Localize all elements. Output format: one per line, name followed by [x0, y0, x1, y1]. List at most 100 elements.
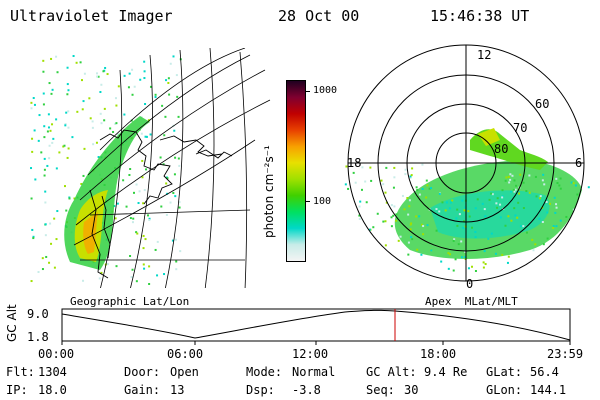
noise-speck [167, 81, 170, 84]
noise-speck [68, 197, 71, 200]
noise-speck [131, 268, 134, 271]
noise-speck [358, 214, 361, 217]
noise-speck [409, 223, 412, 226]
geo-coastlines [89, 129, 233, 279]
noise-speck [407, 241, 410, 244]
date-label: 28 Oct 00 [278, 7, 360, 25]
noise-speck [421, 163, 424, 166]
noise-speck [161, 104, 164, 107]
noise-speck [103, 119, 106, 122]
dsp-value: -3.8 [292, 383, 321, 397]
noise-speck [418, 215, 421, 218]
noise-speck [501, 253, 504, 256]
noise-speck [449, 201, 452, 204]
noise-speck [123, 113, 126, 116]
noise-speck [399, 235, 402, 238]
noise-speck [82, 279, 85, 282]
noise-speck [505, 176, 508, 179]
noise-speck [416, 189, 419, 192]
noise-speck [506, 261, 509, 264]
noise-speck [174, 195, 177, 198]
noise-speck [522, 225, 525, 228]
noise-speck [487, 237, 490, 240]
noise-speck [142, 202, 145, 205]
noise-speck [481, 202, 484, 205]
timeline-y-label: GC Alt [5, 304, 19, 342]
noise-speck [514, 214, 517, 217]
noise-speck [365, 201, 368, 204]
noise-speck [483, 208, 486, 211]
noise-speck [165, 79, 168, 82]
noise-speck [509, 190, 512, 193]
noise-speck [80, 79, 83, 82]
noise-speck [514, 188, 517, 191]
noise-speck [115, 122, 118, 125]
noise-speck [30, 280, 33, 283]
noise-speck [109, 127, 112, 130]
noise-speck [137, 202, 140, 205]
noise-speck [410, 174, 413, 177]
noise-speck [462, 226, 465, 229]
noise-speck [370, 179, 373, 182]
noise-speck [519, 173, 522, 176]
timeline-xtick-2359: 23:59 [547, 347, 584, 361]
noise-speck [509, 178, 512, 181]
noise-speck [411, 167, 414, 170]
gain-label: Gain: [124, 383, 161, 397]
noise-speck [496, 197, 499, 200]
noise-speck [393, 205, 396, 208]
noise-speck [488, 198, 491, 201]
noise-speck [494, 252, 497, 255]
glat-value: 56.4 [530, 365, 559, 379]
noise-speck [44, 223, 47, 226]
noise-speck [347, 187, 350, 190]
noise-speck [392, 186, 395, 189]
polar-label-60: 60 [535, 97, 550, 111]
noise-speck [103, 107, 106, 110]
noise-speck [147, 119, 150, 122]
noise-speck [100, 122, 103, 125]
noise-speck [98, 277, 101, 280]
noise-speck [458, 213, 461, 216]
noise-speck [448, 207, 451, 210]
noise-speck [554, 211, 557, 214]
noise-speck [133, 85, 136, 88]
noise-speck [408, 199, 411, 202]
time-label: 15:46:38 UT [430, 7, 530, 25]
noise-speck [142, 247, 145, 250]
noise-speck [474, 270, 477, 273]
noise-speck [149, 85, 152, 88]
noise-speck [138, 190, 141, 193]
noise-speck [51, 141, 54, 144]
noise-speck [416, 248, 419, 251]
noise-speck [546, 211, 549, 214]
colorbar [286, 80, 306, 262]
noise-speck [38, 114, 41, 117]
noise-speck [175, 268, 178, 271]
noise-speck [43, 174, 46, 177]
noise-speck [555, 203, 558, 206]
noise-speck [53, 217, 56, 220]
noise-speck [82, 100, 85, 103]
noise-speck [393, 166, 396, 169]
noise-speck [113, 205, 116, 208]
noise-speck [548, 202, 551, 205]
noise-speck [55, 167, 58, 170]
noise-speck [129, 255, 132, 258]
noise-speck [447, 252, 450, 255]
noise-speck [438, 210, 441, 213]
noise-speck [490, 192, 493, 195]
noise-speck [99, 91, 102, 94]
noise-speck [32, 235, 35, 238]
noise-speck [445, 201, 448, 204]
noise-speck [495, 202, 498, 205]
noise-speck [75, 61, 78, 64]
noise-speck [114, 217, 117, 220]
noise-speck [444, 209, 447, 212]
noise-speck [397, 239, 400, 242]
noise-speck [422, 225, 425, 228]
noise-speck [553, 196, 556, 199]
noise-speck [430, 187, 433, 190]
noise-speck [483, 250, 486, 253]
